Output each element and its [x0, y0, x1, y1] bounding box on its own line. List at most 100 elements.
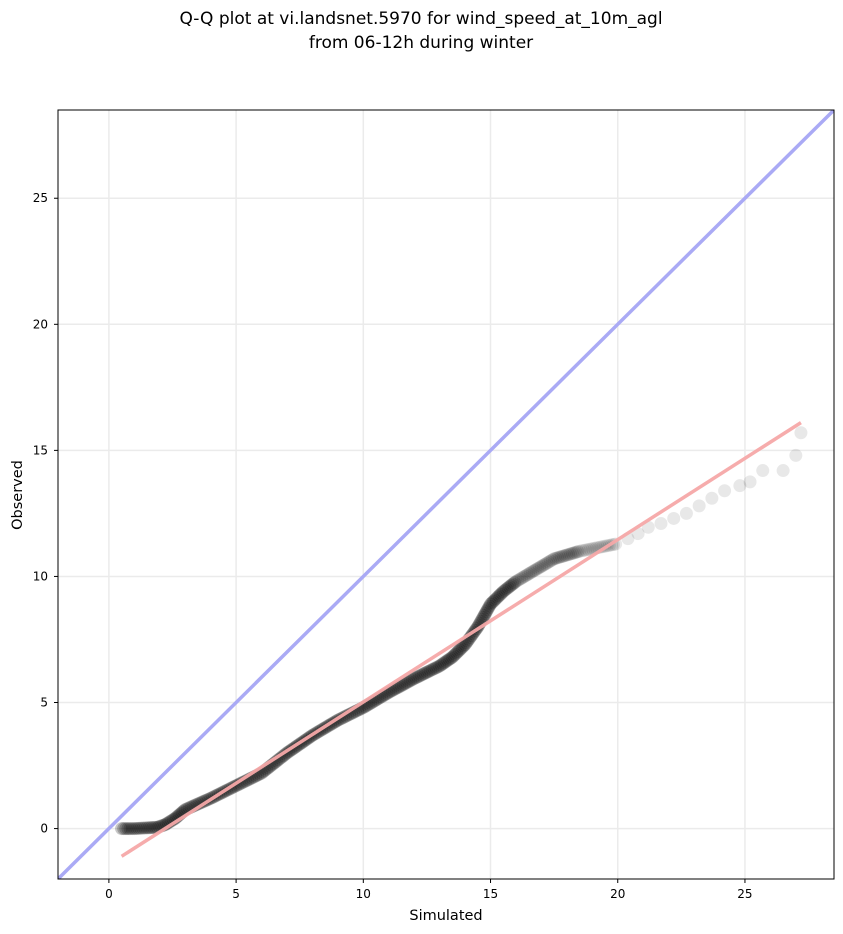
data-point — [115, 822, 129, 836]
data-point — [457, 639, 471, 653]
data-point — [498, 583, 512, 597]
data-point — [518, 569, 532, 583]
data-point — [396, 677, 410, 691]
data-point — [577, 543, 591, 557]
data-point — [563, 547, 577, 561]
data-point — [542, 555, 556, 569]
data-point — [393, 679, 407, 693]
data-point — [718, 484, 732, 498]
data-point — [434, 658, 448, 672]
data-point — [477, 609, 491, 623]
y-tick-label: 25 — [33, 191, 48, 205]
data-point — [569, 545, 583, 559]
data-point — [496, 585, 510, 599]
data-point — [583, 542, 597, 556]
data-point — [420, 665, 434, 679]
data-point — [488, 593, 502, 607]
data-point — [654, 516, 668, 530]
data-point — [125, 822, 139, 836]
data-point — [479, 605, 493, 619]
data-point — [478, 607, 492, 621]
fit-line — [120, 421, 802, 858]
data-point — [547, 552, 561, 566]
data-point — [129, 821, 143, 835]
chart-title-line-2: from 06-12h during winter — [309, 33, 533, 53]
data-point — [422, 664, 436, 678]
x-axis-label: Simulated — [409, 908, 482, 924]
data-point — [503, 580, 517, 594]
data-point — [556, 549, 570, 563]
data-point — [450, 646, 464, 660]
data-point — [398, 677, 412, 691]
data-point — [520, 568, 534, 582]
data-point — [493, 587, 507, 601]
data-point — [509, 574, 523, 588]
data-point — [733, 479, 747, 493]
data-point — [492, 589, 506, 603]
data-point — [411, 670, 425, 684]
data-point — [148, 820, 162, 834]
data-point — [667, 511, 681, 525]
data-point — [394, 678, 408, 692]
data-point — [442, 652, 456, 666]
data-point — [543, 554, 557, 568]
data-point — [439, 655, 453, 669]
data-point — [531, 562, 545, 576]
data-point — [486, 594, 500, 608]
data-point — [409, 671, 423, 685]
data-point — [414, 668, 428, 682]
data-point — [504, 578, 518, 592]
data-point — [444, 651, 458, 665]
data-point — [514, 571, 528, 585]
data-point — [121, 822, 135, 836]
data-point — [501, 581, 515, 595]
data-point — [447, 649, 461, 663]
data-point — [538, 557, 552, 571]
data-point — [524, 566, 538, 580]
data-point — [506, 577, 520, 591]
data-point — [425, 663, 439, 677]
data-point — [794, 426, 808, 440]
data-point — [451, 645, 465, 659]
data-point — [482, 599, 496, 613]
data-point — [692, 499, 706, 513]
data-point — [127, 822, 141, 836]
data-point — [743, 475, 757, 489]
data-point — [529, 563, 543, 577]
data-point — [581, 543, 595, 557]
reference-lines — [58, 110, 834, 879]
y-axis-label: Observed — [10, 460, 26, 530]
x-tick-label: 15 — [483, 887, 498, 901]
data-point — [507, 576, 521, 590]
data-point — [437, 656, 451, 670]
data-point — [480, 603, 494, 617]
data-point — [481, 601, 495, 615]
data-point — [136, 821, 150, 835]
data-point — [756, 464, 770, 478]
data-point — [445, 650, 459, 664]
data-point — [551, 551, 565, 565]
x-tick-label: 20 — [610, 887, 625, 901]
data-point — [485, 596, 499, 610]
data-point — [536, 558, 550, 572]
axis-ticks: 0 5 10 15 20 25 0 5 10 15 20 25 — [33, 191, 753, 901]
data-point — [458, 638, 472, 652]
data-point — [558, 549, 572, 563]
data-point — [407, 672, 421, 686]
data-point — [405, 673, 419, 687]
data-point — [454, 642, 468, 656]
data-point — [573, 544, 587, 558]
y-tick-label: 20 — [33, 317, 48, 331]
data-point — [142, 821, 156, 835]
data-point — [533, 560, 547, 574]
data-point — [489, 592, 503, 606]
data-point — [134, 821, 148, 835]
data-point — [527, 564, 541, 578]
data-point — [429, 661, 443, 675]
data-point — [789, 448, 803, 462]
data-point — [424, 663, 438, 677]
data-point — [499, 582, 513, 596]
data-point — [579, 543, 593, 557]
data-point — [511, 573, 525, 587]
